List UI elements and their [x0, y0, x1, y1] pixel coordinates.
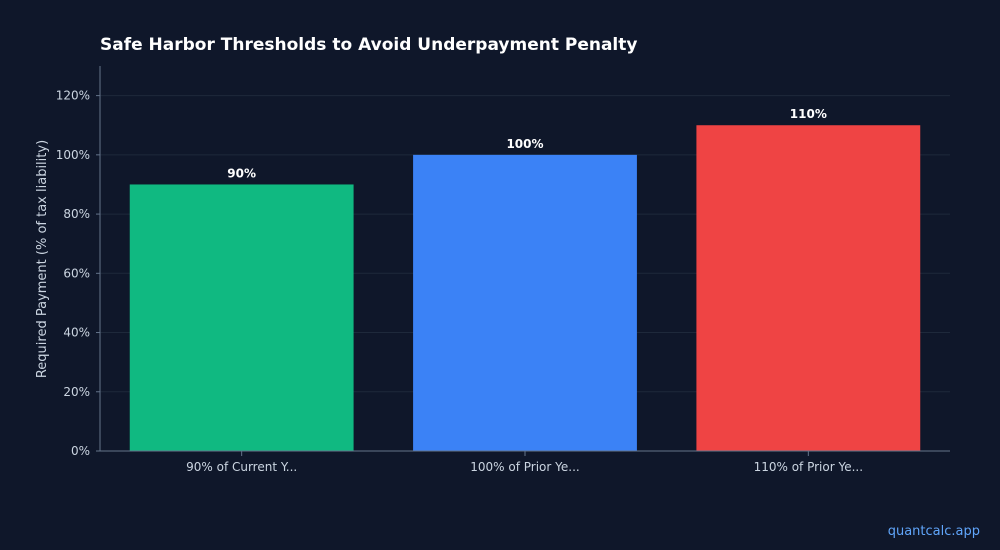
bar[interactable]	[413, 154, 637, 451]
bar[interactable]	[696, 125, 921, 451]
y-tick-label: 60%	[63, 266, 90, 280]
bars	[129, 125, 921, 451]
y-tick-label: 40%	[63, 326, 90, 340]
y-tick-label: 100%	[56, 148, 90, 162]
chart-title: Safe Harbor Thresholds to Avoid Underpay…	[100, 35, 637, 55]
bar[interactable]	[129, 184, 354, 451]
y-tick-label: 120%	[56, 89, 90, 103]
data-label: 110%	[790, 107, 827, 121]
y-tick-label: 20%	[63, 385, 90, 399]
x-tick-label: 110% of Prior Ye...	[754, 460, 863, 474]
x-tick-label: 90% of Current Y...	[186, 460, 297, 474]
labels: 0% 20% 40% 60% 80% 100% 120% 90% 90% of Current …	[56, 89, 863, 474]
data-label: 90%	[227, 166, 256, 180]
data-label: 100%	[506, 137, 543, 151]
y-tick-label: 80%	[63, 207, 90, 221]
x-tick-label: 100% of Prior Ye...	[470, 460, 579, 474]
watermark[interactable]: quantcalc.app	[887, 524, 980, 539]
axes	[96, 66, 950, 456]
y-axis-label: Required Payment (% of tax liability)	[35, 140, 50, 378]
y-tick-label: 0%	[71, 444, 90, 458]
